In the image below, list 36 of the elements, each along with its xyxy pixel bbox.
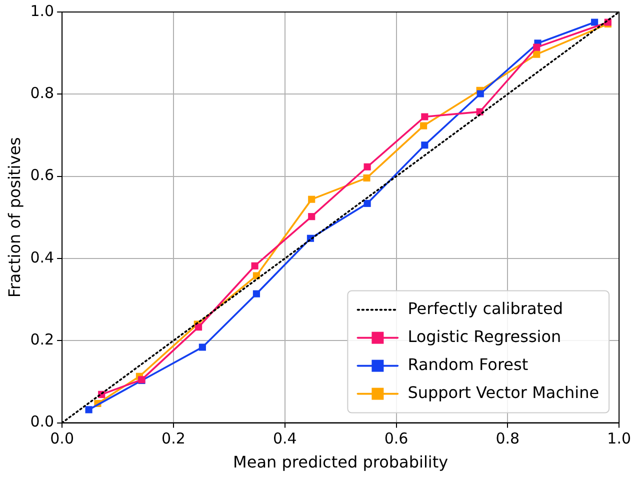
x-tick-label: 0.0 <box>50 430 74 448</box>
x-tick-label: 0.2 <box>162 430 186 448</box>
x-tick-label: 1.0 <box>607 430 631 448</box>
point <box>363 174 370 182</box>
y-tick-label: 0.6 <box>30 166 54 184</box>
x-tick-label: 0.8 <box>496 430 520 448</box>
x-tick-label: 0.6 <box>384 430 408 448</box>
point <box>194 324 202 331</box>
point <box>251 262 258 270</box>
x-axis-title: Mean predicted probability <box>233 452 448 472</box>
point <box>308 196 316 203</box>
y-tick-label: 1.0 <box>30 2 54 20</box>
point <box>198 344 206 351</box>
point <box>476 90 484 98</box>
legend-label: Logistic Regression <box>408 326 562 346</box>
legend-label: Perfectly calibrated <box>408 298 564 318</box>
point <box>421 113 428 120</box>
point <box>591 18 598 26</box>
x-tick-label: 0.4 <box>272 430 297 448</box>
y-tick-label: 0.2 <box>30 330 54 349</box>
point <box>420 122 428 130</box>
y-tick-label: 0.0 <box>30 412 54 431</box>
point <box>85 406 92 414</box>
point <box>364 163 371 170</box>
point <box>252 272 260 280</box>
point <box>421 142 428 149</box>
point <box>364 200 371 207</box>
point <box>533 50 540 58</box>
point <box>308 213 316 220</box>
y-tick-label: 0.4 <box>30 248 54 266</box>
y-tick-label: 0.8 <box>30 84 54 102</box>
legend-label: Random Forest <box>408 354 528 374</box>
y-axis-title: Fraction of positives <box>4 137 24 298</box>
point <box>252 290 260 298</box>
point <box>533 44 540 51</box>
legend-label: Support Vector Machine <box>408 382 600 402</box>
